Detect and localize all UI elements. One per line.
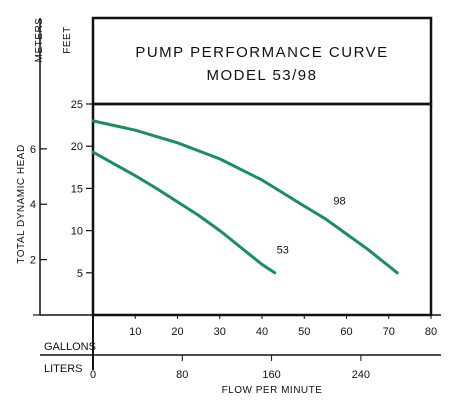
curve-layer: 53 98 xyxy=(91,119,399,275)
liter-tick-label: 80 xyxy=(176,369,188,381)
gallon-tick-label: 60 xyxy=(340,326,352,338)
gallons-unit-label: GALLONS xyxy=(44,341,96,353)
y-axis-title: TOTAL DYNAMIC HEAD xyxy=(16,144,27,263)
chart-title: PUMP PERFORMANCE CURVE xyxy=(135,44,388,61)
gallon-tick-label: 20 xyxy=(171,326,183,338)
feet-tick-label: 20 xyxy=(71,141,83,153)
tick-layer: 5 10 15 20 25 2 4 6 10 20 30 40 50 60 70 80 0 80 160 240 xyxy=(30,99,437,381)
feet-tick-label: 15 xyxy=(71,183,83,195)
liters-unit-label: LITERS xyxy=(44,363,83,375)
liter-tick-label: 0 xyxy=(90,369,96,381)
series-label-53: 53 xyxy=(277,244,289,256)
feet-tick-label: 10 xyxy=(71,226,83,238)
plot-frame xyxy=(91,102,433,317)
meters-unit-label: METERS xyxy=(34,18,45,63)
x-axis-title: FLOW PER MINUTE xyxy=(222,385,323,396)
meter-tick-label: 4 xyxy=(30,199,36,211)
series-line-98 xyxy=(91,119,399,275)
gallon-tick-label: 10 xyxy=(129,326,141,338)
feet-unit-label: FEET xyxy=(62,26,73,54)
feet-tick-label: 25 xyxy=(71,99,83,111)
gallon-tick-label: 30 xyxy=(214,326,226,338)
feet-tick-label: 5 xyxy=(77,268,83,280)
liter-tick-label: 160 xyxy=(262,369,280,381)
series-label-98: 98 xyxy=(333,195,345,207)
gallon-tick-label: 80 xyxy=(425,326,437,338)
chart-subtitle: MODEL 53/98 xyxy=(207,67,318,84)
meter-tick-label: 2 xyxy=(30,255,36,267)
liter-tick-label: 240 xyxy=(352,369,370,381)
gallon-tick-label: 40 xyxy=(256,326,268,338)
gallon-tick-label: 70 xyxy=(383,326,395,338)
series-line-53 xyxy=(91,150,277,275)
meter-tick-label: 6 xyxy=(30,144,36,156)
gallon-tick-label: 50 xyxy=(298,326,310,338)
title-box xyxy=(91,16,433,106)
